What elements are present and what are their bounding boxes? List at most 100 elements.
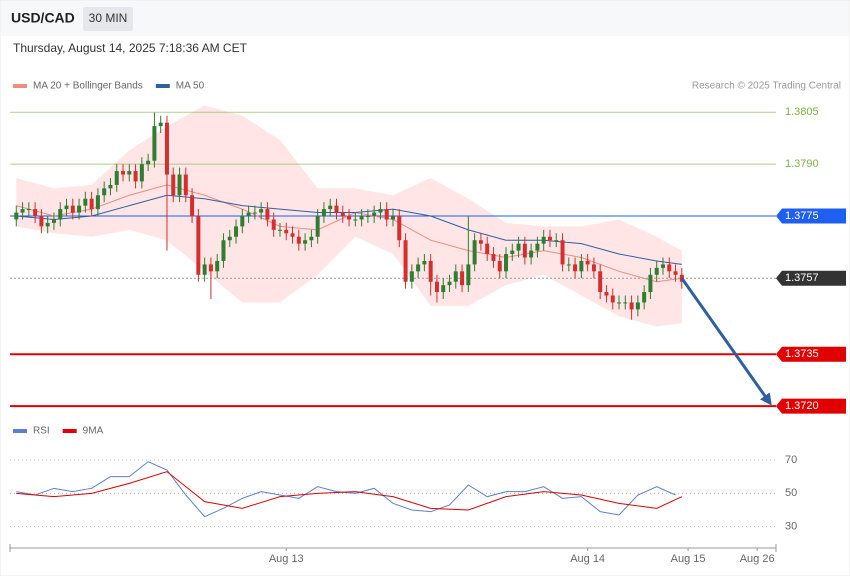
candle-body: [460, 271, 465, 286]
candle-body: [347, 216, 352, 220]
candle-body: [252, 212, 257, 214]
candle-body: [95, 195, 100, 210]
candle-body: [635, 302, 640, 310]
candle-body: [648, 274, 653, 293]
candle-body: [510, 250, 515, 255]
candle-body: [114, 171, 119, 185]
candle-body: [196, 216, 201, 275]
candle-body: [667, 264, 672, 272]
candle-body: [102, 188, 107, 196]
candle-body: [108, 184, 113, 189]
candle-body: [573, 264, 578, 272]
candle-body: [265, 209, 270, 220]
candle-body: [472, 240, 477, 265]
candle-body: [610, 295, 615, 303]
candle-body: [121, 171, 126, 175]
candle-body: [89, 198, 94, 210]
candle-body: [45, 222, 50, 227]
candle-body: [566, 264, 571, 266]
candle-body: [315, 216, 320, 237]
level-tag: [776, 346, 846, 362]
header-bar: [1, 1, 849, 36]
level-label: 1.3757: [785, 272, 819, 284]
level-tag: [776, 270, 846, 286]
candle-body: [378, 209, 383, 213]
candle-body: [591, 264, 596, 272]
candle-body: [190, 195, 195, 217]
candle-body: [485, 243, 490, 255]
candle-body: [202, 264, 207, 275]
candle-body: [64, 205, 69, 210]
candle-body: [654, 267, 659, 275]
legend-swatch: [13, 429, 27, 433]
interval[interactable]: 30 MIN: [89, 11, 128, 25]
candle-body: [365, 216, 370, 218]
legend-label: 9MA: [83, 426, 104, 437]
level-label: 1.3790: [785, 158, 819, 170]
candle-body: [434, 281, 439, 293]
candle-body: [403, 240, 408, 282]
candle-body: [585, 260, 590, 265]
candle-body: [39, 216, 44, 227]
candle-body: [391, 216, 395, 220]
candle-body: [334, 205, 339, 213]
candle-body: [277, 229, 282, 231]
interval-badge[interactable]: [83, 7, 133, 31]
candle-body: [497, 260, 502, 272]
x-tick-label: Aug 14: [570, 553, 605, 565]
candle-body: [554, 240, 559, 242]
candle-body: [416, 264, 421, 272]
ma-line: [16, 194, 682, 265]
candle-body: [359, 216, 364, 220]
candle-body: [177, 174, 182, 196]
level-label: 1.3805: [785, 106, 819, 118]
candle-body: [522, 243, 527, 258]
candle-body: [629, 302, 634, 310]
candle-body: [541, 236, 546, 244]
candle-body: [208, 264, 213, 272]
level-tag: [776, 208, 846, 224]
candle-body: [26, 209, 31, 211]
legend-swatch: [62, 429, 77, 433]
candle-body: [516, 243, 521, 251]
candle-body: [152, 126, 157, 161]
candle-body: [491, 254, 496, 261]
legend-label: RSI: [33, 426, 50, 437]
candle-body: [284, 229, 289, 234]
candle-body: [164, 122, 169, 175]
legend-label: MA 50: [176, 81, 205, 92]
level-label: 1.3735: [785, 348, 819, 360]
candle-body: [478, 240, 483, 244]
candle-body: [171, 174, 176, 196]
level-tag: [776, 398, 846, 414]
candle-body: [139, 164, 144, 182]
x-tick-label: Aug 15: [671, 553, 706, 565]
candle-body: [372, 212, 377, 217]
legend-swatch: [13, 84, 27, 88]
level-label: 1.3720: [785, 400, 819, 412]
candle-body: [535, 243, 540, 251]
candle-body: [83, 198, 88, 206]
symbol: USD/CAD: [11, 10, 75, 26]
candle-body: [529, 250, 534, 258]
legend-swatch: [155, 84, 170, 88]
candle-body: [183, 174, 188, 196]
candle-body: [158, 122, 163, 127]
x-tick-label: Aug 13: [269, 553, 304, 565]
candle-body: [560, 240, 565, 265]
candle-body: [14, 212, 19, 220]
candle-body: [441, 285, 446, 293]
candle-body: [504, 254, 509, 272]
candle-body: [58, 209, 63, 220]
candle-body: [271, 219, 276, 230]
y-tick-label: 30: [785, 521, 797, 533]
timestamp: Thursday, August 14, 2025 7:18:36 AM CET: [13, 41, 248, 55]
level-label: 1.3775: [785, 210, 819, 222]
candle-body: [20, 209, 25, 213]
candle-body: [77, 205, 82, 213]
candle-body: [246, 212, 251, 217]
candle-body: [598, 271, 603, 293]
candle-body: [673, 271, 678, 275]
candle-body: [221, 240, 226, 261]
